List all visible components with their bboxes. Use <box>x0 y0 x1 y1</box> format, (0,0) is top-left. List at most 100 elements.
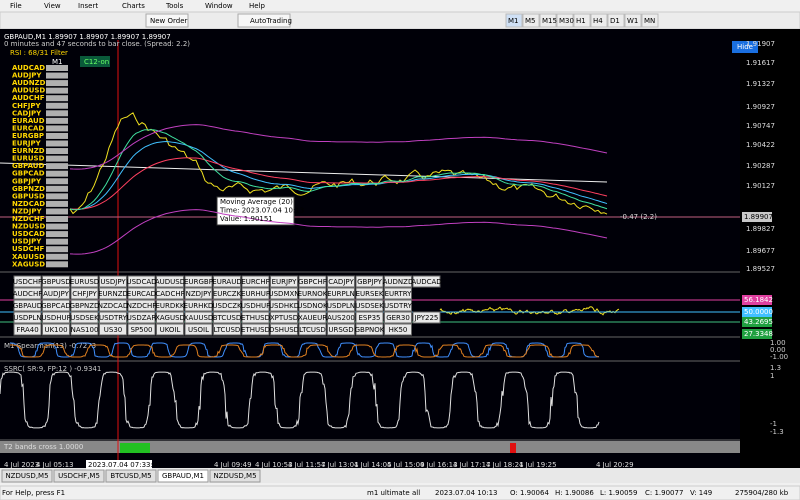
symbol-button-label[interactable]: USOIL <box>188 326 209 334</box>
tf-label[interactable]: M15 <box>542 17 557 25</box>
symbol-button-label[interactable]: USDSEK <box>70 314 99 322</box>
menu-item[interactable]: Help <box>249 2 266 10</box>
symbol-button-label[interactable]: NZDCHF <box>127 302 157 310</box>
menu-item[interactable]: Window <box>205 2 233 10</box>
symbol-button-label[interactable]: EURHKD <box>184 302 214 310</box>
symbol-button-label[interactable]: JPY225 <box>414 314 439 322</box>
menu-item[interactable]: View <box>44 2 61 10</box>
symbol-button-label[interactable]: ETHUSD <box>241 326 270 334</box>
symbol-button-label[interactable]: EURCZK <box>213 290 242 298</box>
symbol-button-label[interactable]: LTCUSD <box>299 326 326 334</box>
symbol-button-label[interactable]: USDCZK <box>212 302 242 310</box>
menu-item[interactable]: File <box>10 2 22 10</box>
status-item: For Help, press F1 <box>2 489 65 497</box>
symbol-button-label[interactable]: EURJPY <box>272 278 298 286</box>
symbol-button-label[interactable]: ESP35 <box>359 314 381 322</box>
symbol-button-label[interactable]: NAS100 <box>71 326 99 334</box>
tab-label[interactable]: NZDUSD,M5 <box>213 472 256 480</box>
symbol-button-label[interactable]: XAUUSD <box>184 314 214 322</box>
symbol-button-label[interactable]: USDCHF <box>13 278 42 286</box>
symbol-button-label[interactable]: FRA40 <box>16 326 38 334</box>
new-order[interactable]: New Order <box>150 17 188 25</box>
symbol-button-label[interactable]: AUS200 <box>327 314 355 322</box>
symbol-button-label[interactable]: XPTUSD <box>270 314 298 322</box>
symbol-bar <box>46 193 68 199</box>
tf-label[interactable]: H1 <box>576 17 586 25</box>
tf-label[interactable]: D1 <box>610 17 620 25</box>
tf-label[interactable]: H4 <box>593 17 603 25</box>
tf-label[interactable]: MN <box>644 17 655 25</box>
autotrading[interactable]: AutoTrading <box>250 17 292 25</box>
menu-item[interactable]: Tools <box>165 2 184 10</box>
symbol-button-label[interactable]: AUDJPY <box>43 290 69 298</box>
symbol-button-label[interactable]: SP500 <box>130 326 152 334</box>
symbol-button-label[interactable]: USDPLN <box>13 314 41 322</box>
symbol-button-label[interactable]: GBPCHF <box>298 278 327 286</box>
tab-label[interactable]: GBPAUD,M1 <box>162 472 204 480</box>
symbol-button-label[interactable]: GBPAUD <box>13 302 42 310</box>
symbol-button-label[interactable]: GBPCAD <box>41 302 71 310</box>
symbol-button-label[interactable]: USDJPY <box>100 278 126 286</box>
symbol-button-label[interactable]: GER30 <box>386 314 410 322</box>
symbol-button-label[interactable]: USDHUF <box>241 302 270 310</box>
symbol-button-label[interactable]: USDHKD <box>269 302 299 310</box>
symbol-button-label[interactable]: USDZAR <box>127 314 157 322</box>
symbol-button-label[interactable]: GBPNOK <box>355 326 385 334</box>
symbol-button-label[interactable]: EURCHF <box>241 278 269 286</box>
symbol-button-label[interactable]: USDCAD <box>126 278 156 286</box>
symbol-button-label[interactable]: USDTRY <box>99 314 128 322</box>
symbol-button-label[interactable]: NZDCAD <box>98 302 129 310</box>
tab-label[interactable]: USDCHF,M5 <box>58 472 100 480</box>
tab-label[interactable]: BTCUSD,M5 <box>110 472 151 480</box>
symbol-button-label[interactable]: EURDKK <box>156 302 185 310</box>
symbol-button-label[interactable]: USDNOK <box>297 302 328 310</box>
symbol-button-label[interactable]: URSGD <box>328 326 353 334</box>
symbol-button-label[interactable]: EURTRY <box>385 290 413 298</box>
symbol-button-label[interactable]: UK100 <box>44 326 67 334</box>
tf-label[interactable]: W1 <box>627 17 638 25</box>
tf-label[interactable]: M30 <box>559 17 574 25</box>
symbol-button-label[interactable]: CADJPY <box>328 278 354 286</box>
symbol-button-label[interactable]: DSHUSD <box>269 326 299 334</box>
symbol-button-label[interactable]: USDTRY <box>384 302 413 310</box>
symbol-button-label[interactable]: EURHUF <box>241 290 270 298</box>
menu-item[interactable]: Insert <box>78 2 98 10</box>
symbol-button-label[interactable]: CADCHF <box>155 290 184 298</box>
symbol-button-label[interactable]: GBPNZD <box>70 302 100 310</box>
symbol-button-label[interactable]: EURNOK <box>298 290 328 298</box>
price-label: 1.90127 <box>746 182 775 190</box>
symbol-button-label[interactable]: USDMXN <box>268 290 299 298</box>
symbol-button-label[interactable]: EURNZD <box>98 290 128 298</box>
symbol-button-label[interactable]: EURUSD <box>70 278 99 286</box>
symbol-button-label[interactable]: EURSEK <box>356 290 384 298</box>
symbol-button-label[interactable]: EURAUD <box>212 278 241 286</box>
symbol-button-label[interactable]: XAUEUR <box>298 314 327 322</box>
tf-label[interactable]: M5 <box>525 17 536 25</box>
symbol-button-label[interactable]: LTCUSD <box>214 326 241 334</box>
symbol-button-label[interactable]: ETHUSD <box>241 314 270 322</box>
symbol-button-label[interactable]: AUDNZD <box>383 278 414 286</box>
symbol-button-label[interactable]: USDPLN <box>327 302 355 310</box>
symbol-button-label[interactable]: EURPLN <box>327 290 355 298</box>
symbol-button-label[interactable]: EURCAD <box>127 290 156 298</box>
symbol-button-label[interactable]: UKOIL <box>160 326 181 334</box>
symbol-button-label[interactable]: US30 <box>104 326 122 334</box>
time-label: 4 Jul 18:21 <box>486 461 524 469</box>
tab-label[interactable]: NZDUSD,M5 <box>5 472 48 480</box>
tf-label[interactable]: M1 <box>508 17 519 25</box>
symbol-button-label[interactable]: NZDJPY <box>186 290 213 298</box>
symbol-button-label[interactable]: USDSEK <box>355 302 384 310</box>
menu-item[interactable]: Charts <box>122 2 145 10</box>
symbol[interactable]: XAGUSD <box>12 260 45 268</box>
symbol-button-label[interactable]: AUDCAD <box>411 278 441 286</box>
symbol-button-label[interactable]: GBPUSD <box>41 278 70 286</box>
symbol-button-label[interactable]: GBPJPY <box>357 278 383 286</box>
symbol-button-label[interactable]: BTCUSD <box>213 314 242 322</box>
symbol-button-label[interactable]: AUDCHF <box>13 290 42 298</box>
symbol-button-label[interactable]: CHFJPY <box>72 290 97 298</box>
symbol-button-label[interactable]: HK50 <box>389 326 408 334</box>
symbol-button-label[interactable]: USDHUF <box>41 314 70 322</box>
symbol-button-label[interactable]: AUDUSD <box>155 278 185 286</box>
symbol-button-label[interactable]: EURGBP <box>184 278 213 286</box>
symbol-button-label[interactable]: XAGUSD <box>155 314 185 322</box>
